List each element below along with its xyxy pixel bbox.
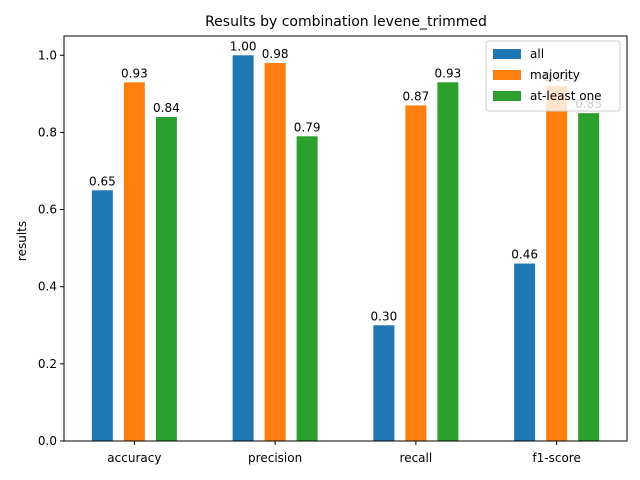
bar-at-least-one-recall <box>437 82 459 442</box>
legend-label: majority <box>530 68 580 82</box>
y-tick-label: 0.6 <box>38 203 57 217</box>
y-tick-label: 1.0 <box>38 48 57 62</box>
bar-at-least-one-precision <box>296 136 318 442</box>
bar-majority-accuracy <box>123 82 145 442</box>
data-label: 0.98 <box>262 47 289 61</box>
bar-at-least-one-accuracy <box>155 117 177 441</box>
bar-all-f1-score <box>514 263 536 441</box>
y-tick-label: 0.0 <box>38 434 57 448</box>
chart-title: Results by combination levene_trimmed <box>205 14 487 30</box>
plot-frame <box>63 35 628 442</box>
data-label: 0.84 <box>153 101 180 115</box>
x-tick-label: accuracy <box>107 451 161 465</box>
legend-swatch <box>493 91 521 101</box>
y-tick-label: 0.8 <box>38 125 57 139</box>
data-label: 0.65 <box>89 174 116 188</box>
bar-all-recall <box>373 325 395 441</box>
x-tick-label: recall <box>400 451 433 465</box>
y-axis-label: results <box>15 221 29 261</box>
legend-label: at-least one <box>530 89 602 103</box>
y-tick-label: 0.2 <box>38 357 57 371</box>
data-label: 0.87 <box>403 89 430 103</box>
data-label: 0.79 <box>294 120 321 134</box>
x-tick-label: f1-score <box>532 451 580 465</box>
legend-swatch <box>493 70 521 80</box>
data-label: 0.46 <box>511 248 538 262</box>
bar-at-least-one-f1-score <box>578 113 600 442</box>
bar-majority-f1-score <box>546 86 568 442</box>
bars-layer <box>91 55 600 442</box>
data-label: 0.93 <box>121 66 148 80</box>
legend: all majority at-least one <box>485 40 621 112</box>
bar-majority-precision <box>264 63 286 441</box>
bar-majority-recall <box>405 105 427 441</box>
legend-label: all <box>530 47 544 61</box>
x-tick-label: precision <box>248 451 302 465</box>
data-label: 0.30 <box>371 309 398 323</box>
axis-ticks: 0.0 0.2 0.4 0.6 0.8 1.0 accuracy precision recal… <box>38 48 581 465</box>
y-tick-label: 0.4 <box>38 280 57 294</box>
legend-swatch <box>493 49 521 59</box>
bar-all-accuracy <box>91 190 113 441</box>
bar-all-precision <box>232 55 254 442</box>
data-label: 1.00 <box>230 39 257 53</box>
data-label: 0.93 <box>435 66 462 80</box>
